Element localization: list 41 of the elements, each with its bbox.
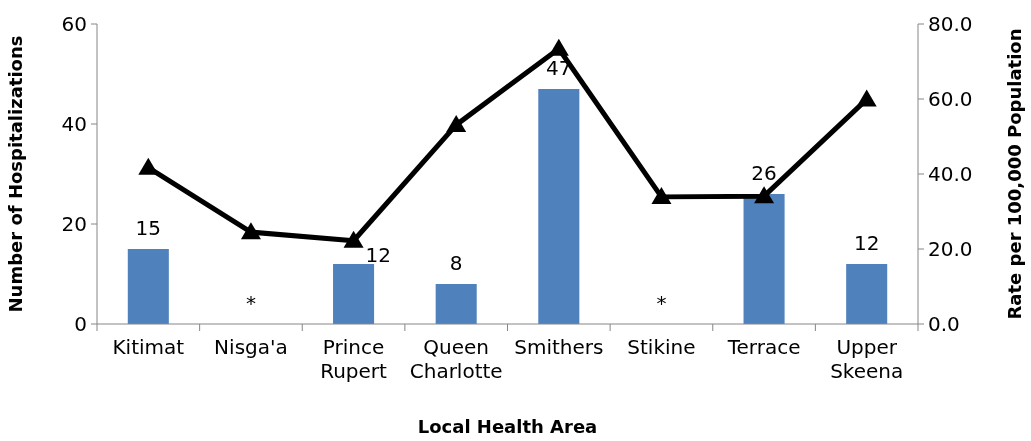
data-label: 12: [853, 231, 880, 255]
point: [548, 38, 569, 56]
point: [856, 89, 877, 107]
bar: [435, 284, 477, 324]
bar: [743, 194, 785, 324]
y2-tick-label: 0.0: [928, 312, 960, 336]
text: *: [245, 291, 256, 315]
bar: [127, 249, 169, 324]
point: [240, 222, 261, 240]
x-tick-label: Nisga'a: [214, 335, 288, 359]
y-tick-label: 20: [61, 212, 87, 236]
bar: [333, 264, 375, 324]
data-label: 12: [365, 243, 392, 267]
data-label: 15: [135, 216, 162, 240]
y2-tick-label: 40.0: [928, 162, 973, 186]
y2-tick-label: 80.0: [928, 12, 973, 36]
bar: [538, 89, 580, 324]
y-tick-label: 40: [61, 112, 87, 136]
y2-tick-label: 60.0: [928, 87, 973, 111]
y-axis-title: Number of Hospitalizations: [5, 35, 26, 313]
text: *: [656, 291, 667, 315]
x-tick-label: Terrace: [726, 335, 801, 359]
x-tick-label: Smithers: [514, 335, 604, 359]
y2-tick-label: 20.0: [928, 237, 973, 261]
point: [343, 230, 364, 248]
x-tick-label: Prince Rupert: [320, 335, 388, 383]
data-label: 8: [449, 251, 463, 275]
point: [138, 157, 159, 175]
x-axis-title: Local Health Area: [417, 416, 598, 437]
data-label: 26: [751, 161, 777, 185]
x-tick-label: Queen Charlotte: [409, 335, 503, 383]
y2-axis-title: Rate per 100,000 Population: [1004, 28, 1025, 320]
bar: [846, 264, 888, 324]
x-tick-label: Upper Skeena: [830, 335, 904, 383]
point: [446, 114, 467, 132]
point: [754, 186, 775, 204]
x-tick-label: Kitimat: [112, 335, 185, 359]
y-tick-label: 0: [74, 312, 87, 336]
y-tick-label: 60: [61, 12, 87, 36]
point: [651, 186, 672, 204]
x-tick-label: Stikine: [627, 335, 696, 359]
